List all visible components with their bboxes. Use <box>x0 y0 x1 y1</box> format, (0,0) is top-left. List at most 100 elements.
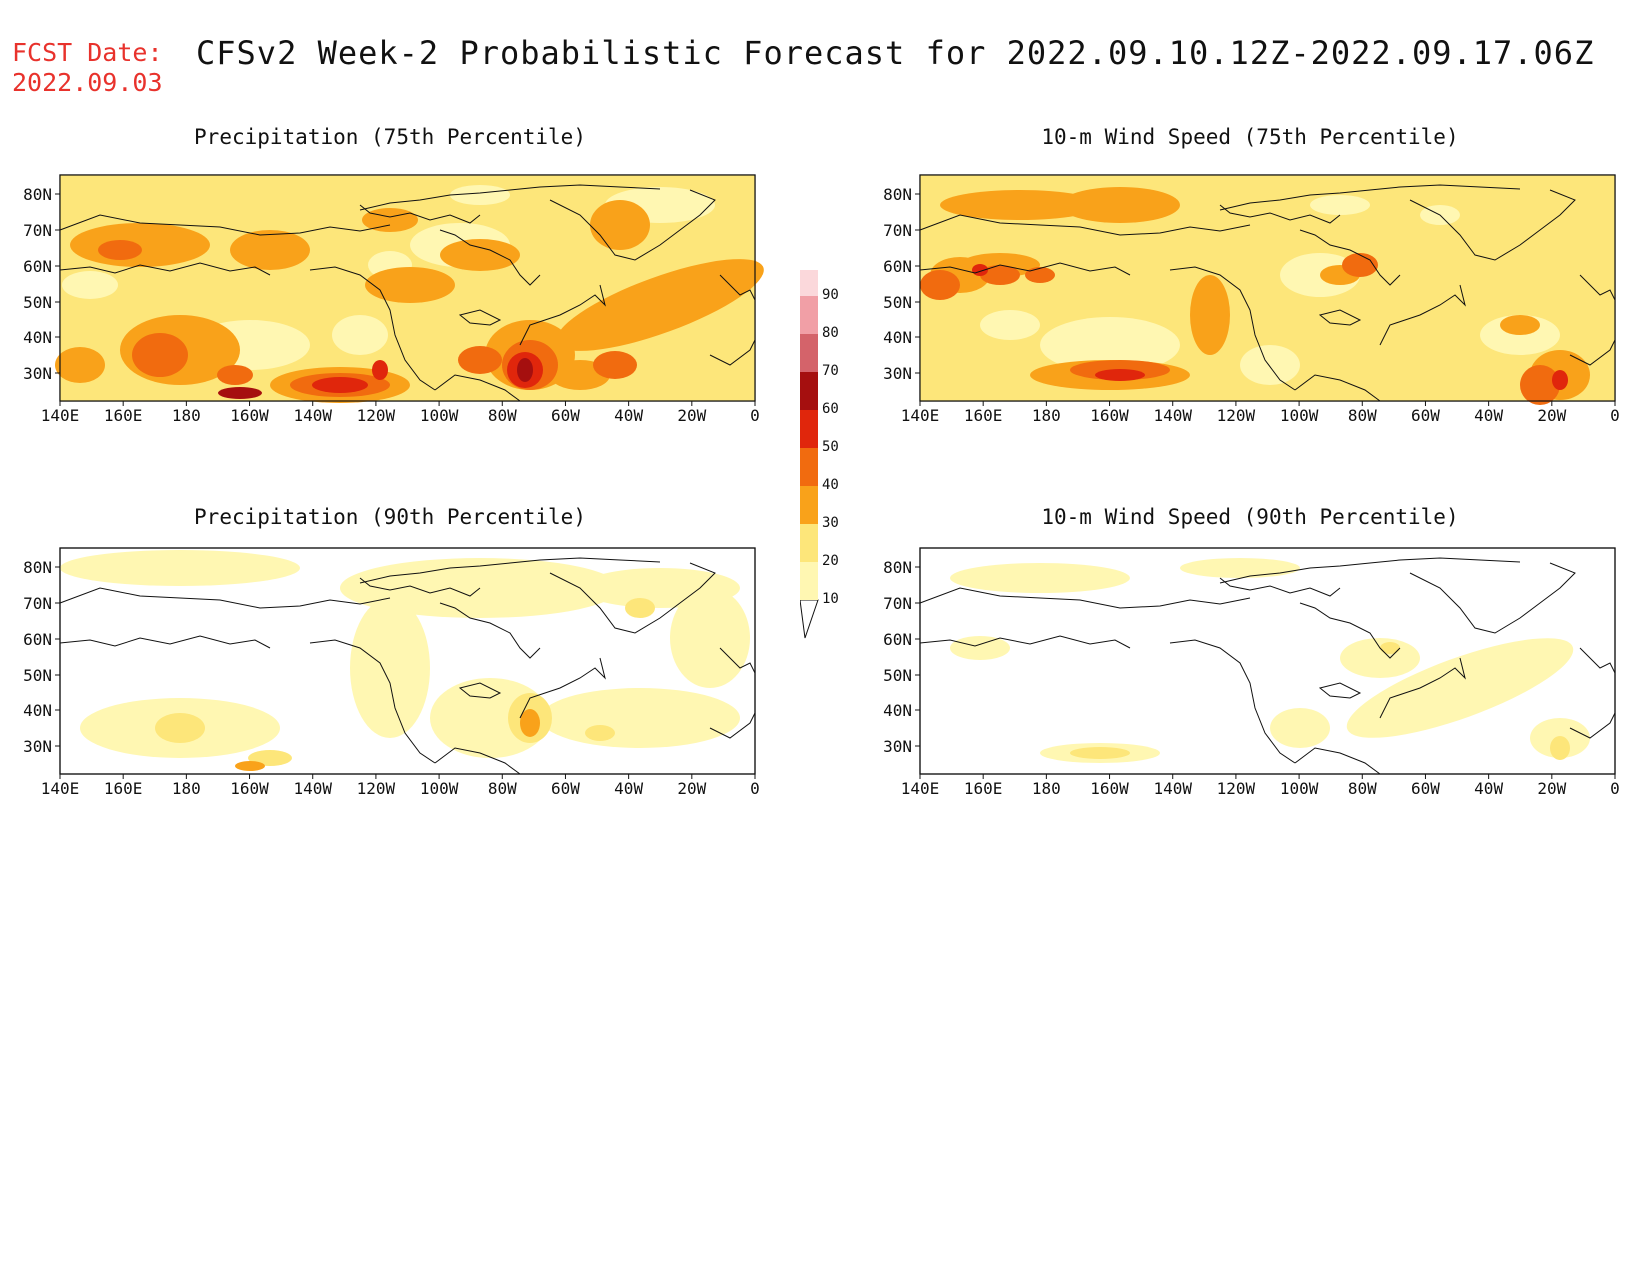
coastline <box>519 284 606 346</box>
lon-tick-label: 140E <box>41 779 80 798</box>
lat-tick-label: 70N <box>23 221 52 240</box>
map-precip-90: 80N 70N 60N 50N 40N 30N 140E 160E 180 160W 140W 120… <box>23 547 760 798</box>
panel-precip-75: Precipitation (75th Percentile) 80N 70N 60… <box>0 125 780 425</box>
panel-title: 10-m Wind Speed (75th Percentile) <box>1041 125 1459 149</box>
coastline <box>1569 712 1616 739</box>
lon-tick-label: 0 <box>750 406 760 425</box>
lon-tick-label: 40W <box>614 406 643 425</box>
lon-tick-label: 80W <box>1348 406 1377 425</box>
colorbar-tick-label: 60 <box>822 401 839 417</box>
forecast-date-block: FCST Date: 2022.09.03 <box>12 38 163 98</box>
lat-tick-label: 80N <box>883 185 912 204</box>
lat-tick-label: 70N <box>883 594 912 613</box>
lat-tick-label: 40N <box>883 701 912 720</box>
coastline <box>1379 284 1466 346</box>
lon-tick-label: 120W <box>1217 406 1256 425</box>
panel-wind-90: 10-m Wind Speed (90th Percentile) 80N 70N… <box>860 505 1640 805</box>
contour-fills <box>950 558 1590 763</box>
map-precip-75: 80N 70N 60N 50N 40N 30N 140E 160E 180 160W 140W 120… <box>23 174 764 425</box>
coastline <box>59 214 391 236</box>
coastline <box>59 635 271 649</box>
colorbar-swatch <box>800 270 818 296</box>
lon-tick-label: 140E <box>901 779 940 798</box>
forecast-date-value: 2022.09.03 <box>12 68 163 97</box>
coastline <box>1219 577 1341 597</box>
lon-tick-label: 20W <box>1537 779 1566 798</box>
coastline <box>719 647 756 674</box>
colorbar-lower-cap <box>800 599 819 639</box>
colorbar-tick-label: 10 <box>822 591 839 607</box>
lon-tick-label: 60W <box>551 406 580 425</box>
lat-tick-label: 40N <box>883 328 912 347</box>
coastline <box>709 712 756 739</box>
lon-tick-label: 20W <box>1537 406 1566 425</box>
lon-tick-label: 160E <box>964 406 1003 425</box>
colorbar-boxes <box>800 270 819 639</box>
lat-tick-label: 30N <box>883 364 912 383</box>
lon-tick-label: 60W <box>551 779 580 798</box>
colorbar-tick-label: 90 <box>822 287 839 303</box>
contour-fills <box>60 550 750 771</box>
lon-tick-label: 160E <box>104 406 143 425</box>
map-wind-75: 80N 70N 60N 50N 40N 30N 140E 160E 180 160W 140W 120… <box>883 174 1620 425</box>
coastline <box>709 339 756 366</box>
coastline <box>359 577 481 597</box>
lon-tick-label: 140W <box>293 779 332 798</box>
coastline <box>1409 562 1576 634</box>
lon-tick-label: 100W <box>1280 779 1319 798</box>
lon-tick-label: 100W <box>420 406 459 425</box>
coastline <box>458 309 502 326</box>
lon-tick-label: 160W <box>1090 406 1129 425</box>
lon-tick-label: 80W <box>488 779 517 798</box>
panel-title: 10-m Wind Speed (90th Percentile) <box>1041 505 1459 529</box>
lat-tick-label: 40N <box>23 328 52 347</box>
coastline <box>519 657 606 719</box>
colorbar-swatch <box>800 372 818 410</box>
colorbar-swatch <box>800 334 818 372</box>
lat-tick-label: 50N <box>23 666 52 685</box>
lon-tick-label: 140E <box>901 406 940 425</box>
lat-tick-label: 40N <box>23 701 52 720</box>
coastline <box>458 682 502 699</box>
coastline <box>434 747 521 775</box>
colorbar-swatch <box>800 562 818 600</box>
lat-tick-label: 50N <box>883 666 912 685</box>
lon-tick-label: 0 <box>1610 406 1620 425</box>
coastline <box>919 635 1131 649</box>
colorbar-swatch <box>800 486 818 524</box>
lon-tick-label: 160W <box>230 406 269 425</box>
lat-tick-label: 30N <box>23 364 52 383</box>
lat-tick-label: 80N <box>883 558 912 577</box>
lat-tick-label: 30N <box>23 737 52 756</box>
coastline <box>1169 639 1296 764</box>
lon-tick-label: 160E <box>964 779 1003 798</box>
panel-title: Precipitation (75th Percentile) <box>194 125 586 149</box>
panel-title: Precipitation (90th Percentile) <box>194 505 586 529</box>
lon-tick-label: 120W <box>357 406 396 425</box>
lat-tick-label: 70N <box>883 221 912 240</box>
coastline <box>919 262 1131 276</box>
coastline <box>1219 184 1521 211</box>
colorbar-tick-label: 50 <box>822 439 839 455</box>
lon-tick-label: 40W <box>614 779 643 798</box>
coastline <box>1299 229 1401 286</box>
coastline <box>59 262 271 276</box>
coastlines <box>919 557 1616 775</box>
coastline <box>1579 274 1616 301</box>
lon-tick-label: 160W <box>230 779 269 798</box>
coastline <box>1294 747 1381 775</box>
lon-tick-label: 180 <box>1032 406 1061 425</box>
lon-tick-label: 40W <box>1474 406 1503 425</box>
coastlines <box>59 184 756 402</box>
lat-tick-label: 50N <box>883 293 912 312</box>
lat-tick-label: 60N <box>883 257 912 276</box>
coastline <box>1219 204 1341 224</box>
coastline <box>359 204 481 224</box>
lon-tick-label: 20W <box>677 406 706 425</box>
coastline <box>549 189 716 261</box>
coastline <box>59 587 391 609</box>
coastline <box>919 214 1251 236</box>
lon-tick-label: 160E <box>104 779 143 798</box>
coastline <box>1294 374 1381 402</box>
lon-tick-label: 120W <box>357 779 396 798</box>
